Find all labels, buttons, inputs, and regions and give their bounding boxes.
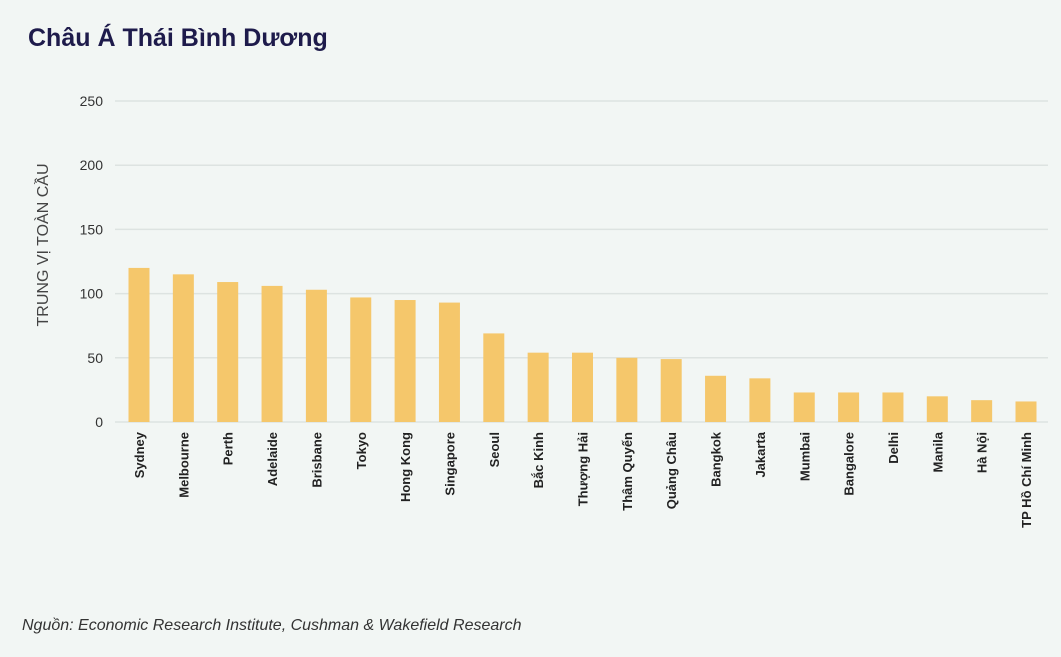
x-category-label: Hong Kong bbox=[398, 432, 413, 502]
y-tick-label: 100 bbox=[80, 286, 104, 302]
x-axis-labels: Sydney Melbourne Perth Adelaide Brisbane Toky… bbox=[132, 431, 1034, 528]
bar bbox=[394, 300, 416, 422]
bar bbox=[350, 297, 372, 422]
x-category-label: Perth bbox=[221, 432, 236, 465]
x-category-label: Tokyo bbox=[354, 432, 369, 469]
y-tick-label: 150 bbox=[80, 221, 104, 237]
x-category-label: Bắc Kinh bbox=[531, 432, 546, 488]
bar bbox=[128, 267, 150, 422]
y-axis-ticks: 0 50 100 150 200 250 bbox=[80, 93, 104, 430]
bar bbox=[527, 352, 549, 422]
y-tick-label: 200 bbox=[80, 157, 104, 173]
x-category-label: Bangalore bbox=[842, 432, 857, 496]
x-category-label: Mumbai bbox=[797, 432, 812, 481]
bar bbox=[572, 352, 593, 422]
bar bbox=[705, 375, 727, 422]
bar bbox=[616, 357, 638, 422]
bar bbox=[660, 359, 682, 422]
y-tick-label: 250 bbox=[80, 93, 104, 109]
bar bbox=[438, 302, 460, 422]
bar bbox=[926, 396, 948, 422]
bar bbox=[749, 378, 771, 422]
source-note: Nguồn: Economic Research Institute, Cush… bbox=[22, 617, 522, 634]
x-category-label: Manila bbox=[930, 431, 945, 472]
bar-chart: 0 50 100 150 200 250 Sydney Melbourne Perth Adel… bbox=[33, 93, 1048, 528]
y-axis-title: TRUNG VỊ TOÀN CẦU bbox=[33, 164, 52, 327]
x-category-label: Bangkok bbox=[709, 431, 724, 487]
bar bbox=[217, 282, 239, 422]
bar bbox=[882, 392, 904, 422]
chart-title: Châu Á Thái Bình Dương bbox=[28, 24, 328, 52]
bar bbox=[261, 285, 283, 422]
bar bbox=[172, 274, 194, 422]
x-category-label: Hà Nội bbox=[975, 432, 990, 473]
x-category-label: Adelaide bbox=[265, 432, 280, 486]
x-category-label: Delhi bbox=[886, 432, 901, 464]
x-category-label: Melbourne bbox=[176, 432, 191, 498]
bar bbox=[305, 289, 327, 422]
y-tick-label: 50 bbox=[87, 350, 103, 366]
x-category-label: TP Hồ Chí Minh bbox=[1019, 432, 1034, 528]
bar bbox=[483, 333, 505, 422]
y-tick-label: 0 bbox=[95, 414, 103, 430]
x-category-label: Sydney bbox=[132, 431, 147, 478]
bar bbox=[971, 400, 993, 422]
bar bbox=[838, 392, 860, 422]
x-category-label: Thâm Quyến bbox=[620, 432, 635, 511]
bars bbox=[128, 267, 1037, 422]
x-category-label: Seoul bbox=[487, 432, 502, 467]
x-category-label: Quảng Châu bbox=[664, 432, 679, 509]
x-category-label: Jakarta bbox=[753, 431, 768, 477]
x-category-label: Singapore bbox=[442, 432, 457, 496]
bar bbox=[793, 392, 815, 422]
x-category-label: Thượng Hải bbox=[576, 432, 591, 506]
x-category-label: Brisbane bbox=[309, 432, 324, 488]
bar bbox=[1015, 401, 1037, 422]
